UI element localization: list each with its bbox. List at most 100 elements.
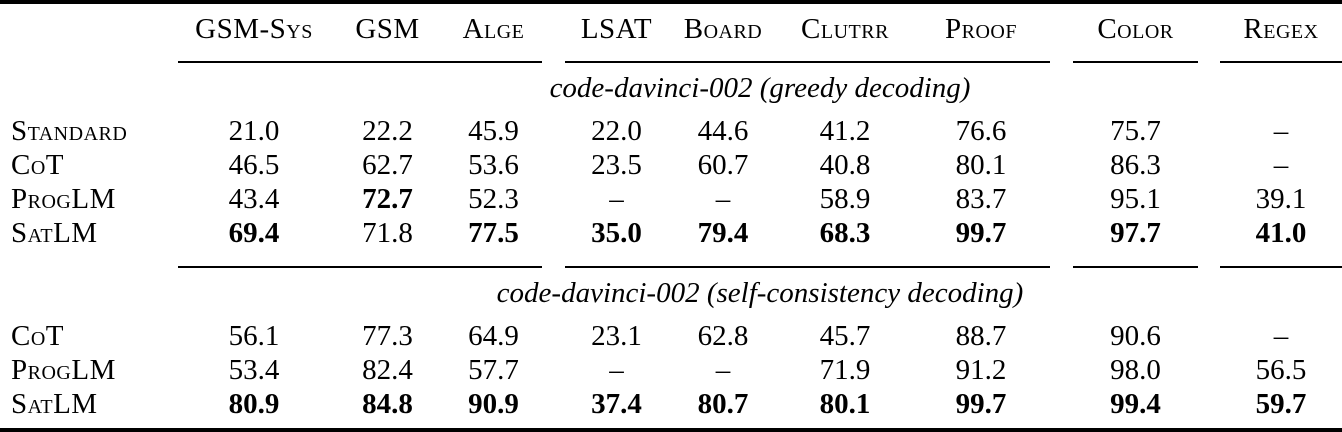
group-rule-group-logic [565,55,1050,63]
rule-gap [542,250,565,267]
value-satlm-proof: 99.7 [955,387,1007,420]
value-satlm-alge: 77.5 [468,216,519,249]
value-satlm-color: 97.7 [1110,216,1161,249]
value-cot-proof: 88.7 [955,319,1007,352]
value-cot-board: 62.8 [697,319,749,352]
value-satlm-gsm: 71.8 [362,216,413,249]
column-spacer [1198,114,1220,148]
value-proglm-gsm-sys: 53.4 [228,353,280,386]
value-satlm-regex: 59.7 [1255,387,1307,420]
column-spacer [1198,4,1220,55]
value-satlm-clutrr: 68.3 [819,216,871,249]
value-proglm-regex: 39.1 [1255,182,1307,215]
value-proglm-clutrr: 58.9 [819,182,871,215]
column-spacer [542,319,565,353]
value-proglm-alge: 52.3 [468,182,519,215]
data-row-satlm: SatLM 69.4 71.8 77.5 35.0 79.4 68.3 99.7 97.7 41.… [0,216,1342,250]
column-spacer [542,216,565,250]
value-proglm-board: – [715,182,731,215]
value-proglm-board: – [715,353,731,386]
group-rule-row [0,250,1342,268]
column-spacer [1198,319,1220,353]
group-rule-group-regex [1220,250,1342,268]
value-proglm-gsm: 72.7 [362,182,413,215]
value-cot-color: 90.6 [1110,319,1161,352]
value-proglm-color: 98.0 [1110,353,1161,386]
value-cot-lsat: 23.1 [591,319,642,352]
rule-gap [1198,55,1220,62]
rule-gap [1050,55,1073,62]
col-header-gsm: GSM [355,13,420,45]
value-proglm-regex: 56.5 [1255,353,1307,386]
value-proglm-lsat: – [609,182,624,215]
column-spacer [1198,148,1220,182]
col-header-alge: Alge [462,13,525,45]
value-cot-regex: – [1273,148,1289,181]
value-cot-gsm: 62.7 [362,148,413,181]
row-label-cot: CoT [11,319,65,352]
data-row-standard: Standard 21.0 22.2 45.9 22.0 44.6 41.2 76.6 75.7… [0,114,1342,148]
value-proglm-proof: 91.2 [955,353,1007,386]
value-cot-gsm-sys: 56.1 [228,319,280,352]
column-spacer [1050,353,1073,387]
value-cot-proof: 80.1 [955,148,1007,181]
value-cot-gsm-sys: 46.5 [228,148,280,181]
value-cot-alge: 64.9 [468,319,519,352]
rule-gap-label [0,250,178,267]
column-spacer [1050,148,1073,182]
group-rule-group-regex [1220,55,1342,63]
column-spacer [1050,182,1073,216]
section-row-1: code-davinci-002 (greedy decoding) [0,62,1342,114]
data-row-cot: CoT 56.1 77.3 64.9 23.1 62.8 45.7 88.7 90.6 – [0,319,1342,353]
col-header-gsm-sys: GSM-Sys [195,13,313,45]
data-row-cot: CoT 46.5 62.7 53.6 23.5 60.7 40.8 80.1 86.3 – [0,148,1342,182]
value-cot-color: 86.3 [1110,148,1161,181]
col-header-proof: Proof [945,13,1017,45]
value-satlm-clutrr: 80.1 [819,387,871,420]
value-standard-regex: – [1273,114,1289,147]
value-satlm-gsm-sys: 69.4 [228,216,280,249]
column-spacer [542,353,565,387]
column-spacer [542,4,565,55]
results-table: GSM-Sys GSM Alge LSAT Board Clutrr Proof Color R… [0,4,1342,421]
section-row-2: code-davinci-002 (self-consistency decod… [0,267,1342,319]
value-cot-clutrr: 40.8 [819,148,871,181]
group-rule-group-color [1073,55,1198,63]
column-spacer [542,114,565,148]
value-proglm-lsat: – [609,353,624,386]
column-spacer [1198,353,1220,387]
col-header-board: Board [683,13,763,45]
value-standard-lsat: 22.0 [591,114,642,147]
data-row-satlm: SatLM 80.9 84.8 90.9 37.4 80.7 80.1 99.7 99.4 59.… [0,387,1342,421]
section-gap-label [0,62,178,114]
group-rule-group-color [1073,250,1198,268]
value-satlm-board: 80.7 [697,387,749,420]
data-row-proglm: ProgLM 43.4 72.7 52.3 – – 58.9 83.7 95.1 39.1 [0,182,1342,216]
value-proglm-proof: 83.7 [955,182,1007,215]
value-satlm-board: 79.4 [697,216,749,249]
column-spacer [542,182,565,216]
results-table-body: GSM-Sys GSM Alge LSAT Board Clutrr Proof Color R… [0,4,1342,421]
header-row: GSM-Sys GSM Alge LSAT Board Clutrr Proof Color R… [0,4,1342,55]
column-spacer [1198,182,1220,216]
group-rule-group-logic [565,250,1050,268]
value-cot-regex: – [1273,319,1289,352]
col-header-regex: Regex [1243,13,1319,45]
value-proglm-color: 95.1 [1110,182,1161,215]
value-cot-lsat: 23.5 [591,148,642,181]
row-label-cot: CoT [11,148,65,181]
column-spacer [542,148,565,182]
col-header-lsat: LSAT [580,13,653,45]
row-label-standard: Standard [11,114,128,147]
row-label-proglm: ProgLM [11,182,116,215]
value-satlm-alge: 90.9 [468,387,519,420]
value-standard-alge: 45.9 [468,114,519,147]
column-spacer [1050,4,1073,55]
section-gap-label [0,267,178,319]
section-title-1: code-davinci-002 (greedy decoding) [549,72,971,104]
col-header-color: Color [1097,13,1174,45]
section-title-2: code-davinci-002 (self-consistency decod… [496,277,1024,309]
data-row-proglm: ProgLM 53.4 82.4 57.7 – – 71.9 91.2 98.0 56.5 [0,353,1342,387]
column-spacer [1050,114,1073,148]
